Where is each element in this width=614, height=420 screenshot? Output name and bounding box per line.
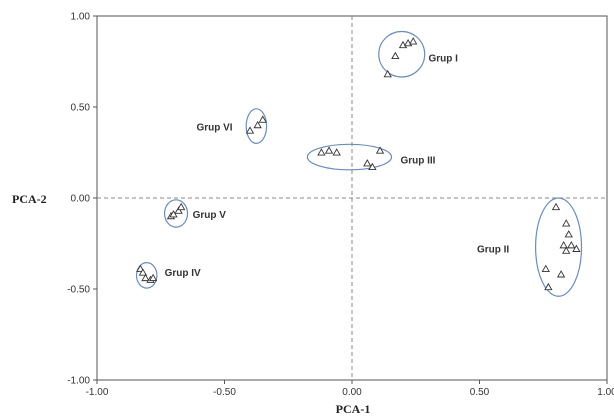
- grup-ii-label: Grup II: [477, 244, 509, 255]
- grup-i-point: [383, 69, 392, 78]
- grup-iii-point: [324, 146, 334, 154]
- x-tick-label: -1.00: [86, 387, 109, 398]
- y-tick-label: 1.00: [71, 12, 91, 23]
- x-axis-title: PCA-1: [336, 402, 371, 416]
- grup-v-label: Grup V: [193, 210, 227, 221]
- grup-v-point: [176, 202, 186, 211]
- grup-iv-label: Grup IV: [165, 268, 201, 279]
- y-tick-label: -0.50: [67, 285, 90, 296]
- grup-vi-ellipse: [245, 108, 268, 145]
- x-tick-label: -0.50: [213, 387, 236, 398]
- grup-iv-point: [148, 273, 158, 282]
- group-labels: Grup I Grup II Grup III Grup IV Grup V Grup V…: [165, 53, 510, 279]
- grup-vi-label: Grup VI: [196, 123, 232, 134]
- y-tick-label: 0.50: [71, 103, 91, 114]
- grup-i-label: Grup I: [429, 53, 459, 64]
- grup-v-point: [174, 206, 183, 214]
- grup-iv-point: [138, 268, 148, 276]
- grup-ii-point: [572, 244, 581, 252]
- grup-iii-label: Grup III: [400, 155, 435, 166]
- grup-v-ellipse: [163, 199, 189, 228]
- axis-ticks: -1.00 -0.50 0.00 0.50 1.00 1.00 0.50 0.00 -0.50 -…: [67, 12, 614, 399]
- grup-ii-point: [567, 241, 576, 249]
- grup-iv-ellipse: [135, 262, 158, 289]
- grup-i-point: [391, 51, 400, 60]
- data-points: [136, 37, 581, 291]
- reference-lines: [97, 16, 607, 380]
- grup-ii-point: [556, 270, 566, 278]
- grup-iii-point: [368, 162, 377, 171]
- grup-iii-point: [375, 146, 385, 154]
- grup-v-point: [169, 210, 178, 218]
- grup-iii-point: [332, 148, 341, 156]
- y-tick-label: 0.00: [71, 194, 91, 205]
- grup-ii-point: [564, 230, 573, 238]
- grup-iii-point: [363, 159, 372, 167]
- grup-i-ellipse: [378, 30, 426, 78]
- x-tick-label: 0.50: [470, 387, 490, 398]
- grup-iii-ellipse: [306, 143, 393, 171]
- grup-i-point: [409, 37, 418, 45]
- x-tick-label: 1.00: [597, 387, 614, 398]
- grup-vi-point: [258, 115, 267, 123]
- grup-vi-point: [245, 126, 255, 134]
- group-ellipses: [135, 30, 583, 297]
- grup-ii-point: [551, 202, 561, 211]
- grup-iv-point: [141, 273, 150, 282]
- y-axis-title: PCA-2: [12, 192, 47, 206]
- grup-iii-point: [317, 148, 326, 156]
- grup-ii-point: [562, 219, 571, 227]
- grup-ii-point: [562, 246, 571, 254]
- grup-ii-point: [544, 282, 553, 291]
- grup-ii-point: [541, 264, 550, 272]
- grup-vi-point: [253, 120, 262, 129]
- grup-ii-ellipse: [534, 197, 583, 297]
- x-tick-label: 0.00: [342, 387, 362, 398]
- grup-ii-point: [559, 241, 568, 249]
- y-tick-label: -1.00: [67, 376, 90, 387]
